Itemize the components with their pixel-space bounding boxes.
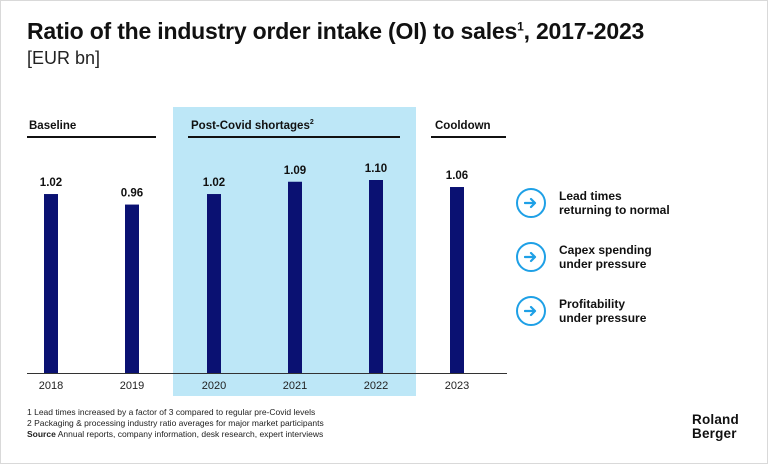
x-tick-label-2019: 2019	[120, 380, 144, 392]
takeaway-text: Lead times returning to normal	[559, 189, 670, 217]
bar-2022	[369, 180, 383, 373]
x-axis-line	[27, 373, 507, 374]
x-tick-label-2023: 2023	[445, 380, 469, 392]
arrow-right-icon	[516, 242, 546, 272]
x-tick-label-2022: 2022	[364, 380, 388, 392]
arrow-right-icon	[516, 188, 546, 218]
phase-line-cooldown	[431, 136, 506, 138]
value-label-2019: 0.96	[121, 188, 143, 200]
takeaway-capex: Capex spending under pressure	[516, 242, 716, 272]
bar-2019	[125, 204, 139, 373]
phase-line-post-covid	[188, 136, 400, 138]
footnote-2: 2 Packaging & processing industry ratio …	[27, 418, 324, 428]
bar-2018	[44, 194, 58, 373]
takeaway-text: Profitability under pressure	[559, 297, 647, 325]
x-tick-label-2018: 2018	[39, 380, 63, 392]
phase-line-baseline	[27, 136, 156, 138]
phase-label-post-covid: Post-Covid shortages2	[191, 119, 314, 132]
bar-2021	[288, 181, 302, 373]
value-label-2018: 1.02	[40, 177, 62, 189]
page-title: Ratio of the industry order intake (OI) …	[27, 18, 645, 44]
x-tick-label-2020: 2020	[202, 380, 226, 392]
bar-2023	[450, 187, 464, 373]
takeaway-lead-times: Lead times returning to normal	[516, 188, 716, 218]
arrow-right-icon	[516, 296, 546, 326]
phase-label-cooldown: Cooldown	[435, 120, 491, 132]
takeaway-text: Capex spending under pressure	[559, 243, 652, 271]
value-label-2023: 1.06	[446, 170, 468, 182]
footnotes: 1 Lead times increased by a factor of 3 …	[27, 407, 324, 440]
value-label-2020: 1.02	[203, 177, 225, 189]
roland-berger-logo: Roland Berger	[692, 412, 739, 441]
page-subtitle: [EUR bn]	[27, 48, 101, 68]
phase-label-baseline: Baseline	[29, 120, 77, 132]
bar-2020	[207, 194, 221, 373]
x-tick-label-2021: 2021	[283, 380, 307, 392]
value-label-2021: 1.09	[284, 165, 306, 177]
value-label-2022: 1.10	[365, 163, 387, 175]
takeaway-profitability: Profitability under pressure	[516, 296, 716, 326]
source-line: Source Annual reports, company informati…	[27, 429, 324, 439]
footnote-1: 1 Lead times increased by a factor of 3 …	[27, 407, 316, 417]
